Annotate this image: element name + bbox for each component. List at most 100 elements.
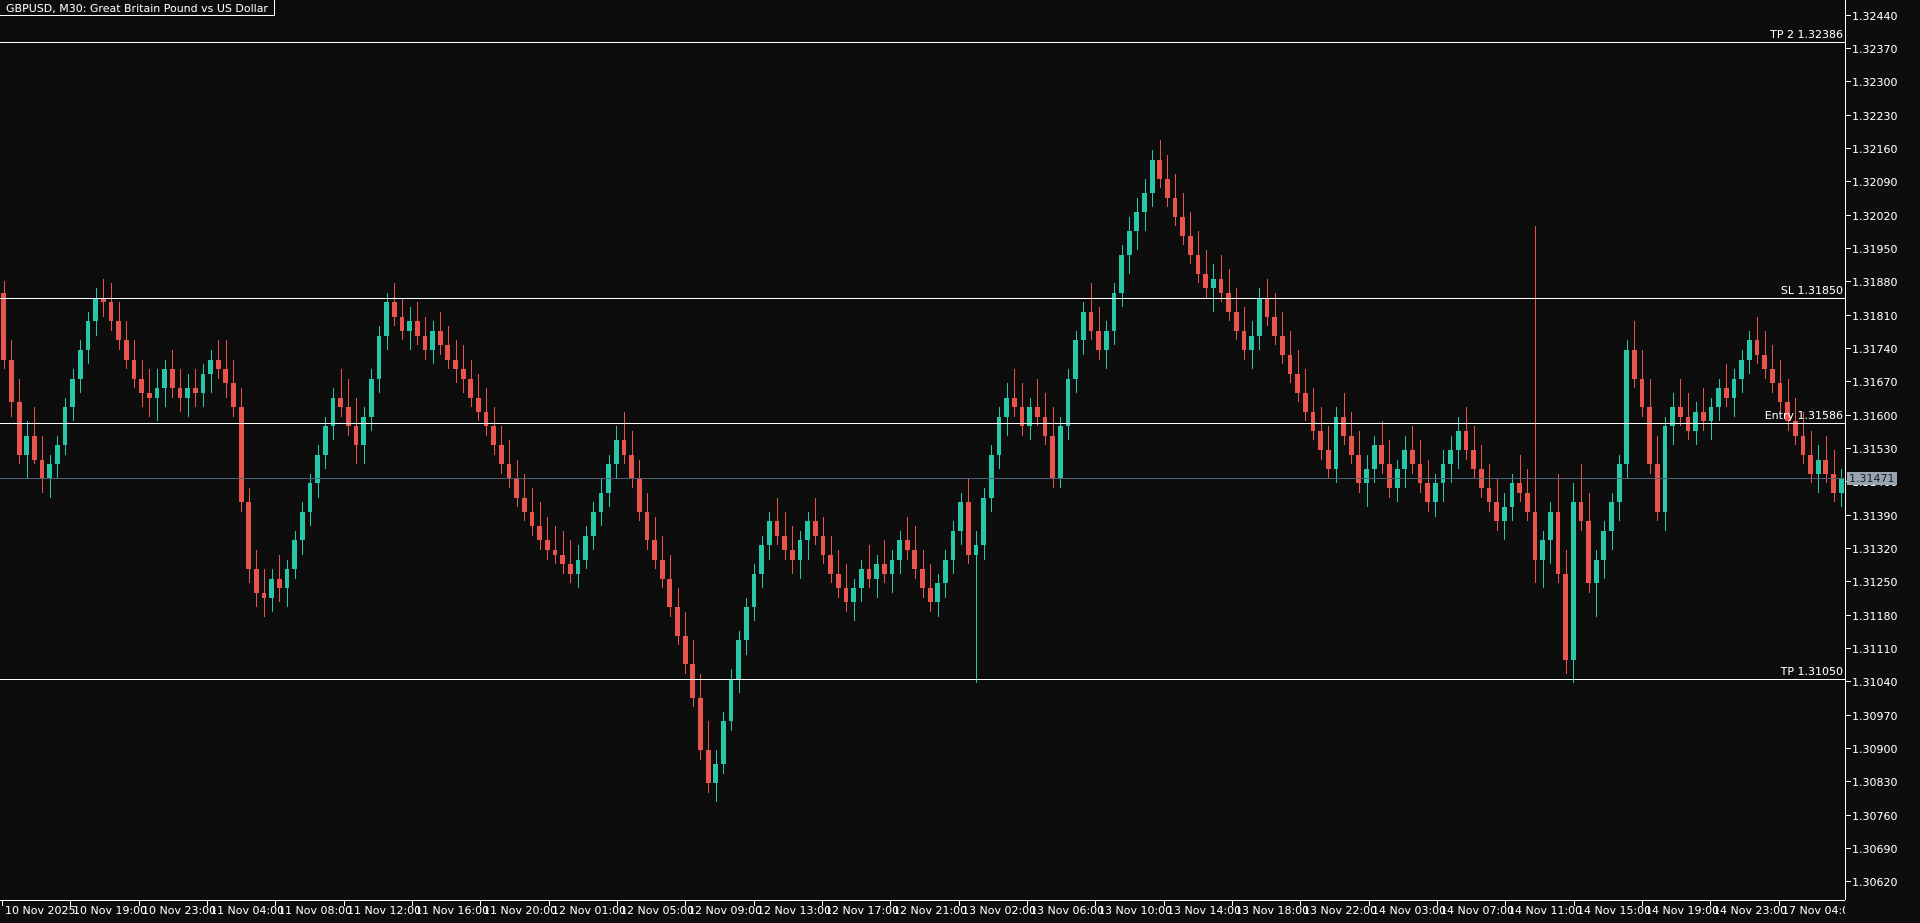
candle-bullish — [858, 569, 864, 589]
candle-bearish — [1678, 407, 1683, 417]
candle-bearish — [169, 369, 175, 389]
price-axis[interactable]: 1.32440 1.32370 1.32300 1.32230 1.32160 1.320… — [1845, 0, 1920, 900]
candle-bearish — [705, 750, 711, 784]
candle-bullish — [62, 407, 68, 446]
candle-bullish — [1593, 559, 1599, 584]
time-tick-mark — [344, 900, 345, 906]
candle-bearish — [1463, 430, 1469, 450]
candle-bearish — [659, 559, 665, 579]
time-tick-mark — [1437, 900, 1438, 906]
candle-bullish — [897, 540, 902, 560]
candle-bearish — [345, 407, 351, 427]
candle-bearish — [1341, 416, 1346, 436]
price-tick: 1.31530 — [1846, 444, 1898, 456]
candle-bullish — [1609, 502, 1614, 531]
candle-bearish — [682, 635, 688, 665]
price-tick-label: 1.30690 — [1852, 843, 1898, 856]
price-tick: 1.31250 — [1846, 577, 1898, 589]
candle-bearish — [1532, 511, 1538, 560]
time-tick-mark — [822, 900, 823, 906]
time-tick: 14 Nov 07:00 — [1437, 900, 1514, 918]
price-tick: 1.30970 — [1846, 710, 1898, 723]
candle-bearish — [1, 292, 7, 360]
candle-wick — [463, 345, 464, 393]
price-tick: 1.32230 — [1846, 110, 1898, 123]
candle-bearish — [353, 426, 359, 446]
candle-bullish — [751, 573, 757, 608]
candle-bearish — [514, 478, 520, 498]
time-tick-label: 11 Nov 20:00 — [483, 904, 558, 917]
price-tick-label: 1.32090 — [1852, 176, 1898, 190]
candle-wick — [1535, 226, 1536, 584]
candle-bearish — [621, 440, 627, 455]
candle-wick — [869, 545, 870, 589]
chart-plot-area[interactable]: TP 2 1.32386 SL 1.31850 Entry 1.31586 TP 1.… — [0, 0, 1845, 900]
candle-bearish — [667, 578, 673, 608]
time-axis[interactable]: 10 Nov 2025 10 Nov 19:00 10 Nov 23:00 11 No… — [0, 900, 1856, 923]
price-tick: 1.31180 — [1846, 610, 1898, 623]
candle-bearish — [552, 550, 558, 555]
price-tick-dash — [1846, 448, 1851, 449]
candle-bearish — [223, 369, 229, 384]
candle-wick — [815, 497, 816, 546]
candle-bearish — [246, 502, 252, 570]
level-line-take-profit-1[interactable] — [0, 678, 1845, 680]
price-tick-dash — [1846, 348, 1851, 349]
time-tick-label: 10 Nov 23:00 — [142, 904, 217, 917]
candle-bearish — [1157, 159, 1163, 179]
time-tick: 11 Nov 04:00 — [207, 900, 285, 918]
price-tick: 1.31320 — [1846, 544, 1898, 556]
price-tick: 1.32090 — [1846, 177, 1898, 189]
candle-bullish — [55, 445, 60, 465]
time-tick-mark — [549, 900, 550, 906]
candle-bullish — [575, 559, 581, 574]
candle-bearish — [1348, 435, 1354, 455]
candle-bearish — [16, 402, 22, 455]
time-tick-label: 11 Nov 04:00 — [210, 904, 285, 917]
candle-bearish — [1517, 483, 1522, 493]
price-tick-dash — [1846, 748, 1851, 749]
candle-bullish — [1364, 469, 1369, 484]
candle-bearish — [422, 335, 428, 350]
price-tick-label: 1.31810 — [1852, 309, 1898, 323]
candle-wick — [226, 340, 227, 398]
candle-bullish — [185, 388, 190, 398]
candle-bullish — [1073, 340, 1078, 379]
candle-bearish — [1180, 216, 1186, 236]
candle-bullish — [943, 559, 948, 584]
level-line-stop-loss[interactable] — [0, 297, 1845, 299]
candle-bullish — [1746, 340, 1752, 360]
candle-bullish — [1448, 450, 1454, 465]
time-tick: 13 Nov 22:00 — [1300, 900, 1377, 918]
price-tick-dash — [1846, 648, 1851, 649]
price-tick-dash — [1846, 381, 1851, 383]
candle-bearish — [1287, 354, 1293, 374]
candle-bearish — [1639, 378, 1645, 408]
candle-bearish — [567, 564, 573, 574]
level-line-entry[interactable] — [0, 423, 1845, 425]
time-tick-mark — [890, 900, 891, 906]
price-tick: 1.30830 — [1846, 777, 1898, 789]
price-tick-dash — [1846, 114, 1851, 116]
price-tick-label: 1.32160 — [1852, 143, 1898, 156]
level-line-take-profit-2[interactable] — [0, 42, 1845, 44]
candle-bullish — [1693, 411, 1699, 431]
candle-bearish — [1831, 473, 1836, 493]
candle-bullish — [315, 454, 321, 484]
candle-wick — [341, 369, 342, 417]
candle-bearish — [644, 511, 650, 541]
time-tick-mark — [480, 900, 481, 906]
candle-bearish — [1234, 311, 1239, 331]
price-tick-label: 1.30900 — [1852, 743, 1898, 756]
candle-bearish — [675, 607, 680, 636]
price-tick: 1.32020 — [1846, 210, 1898, 223]
price-tick: 1.31670 — [1846, 377, 1898, 389]
candle-bullish — [583, 535, 588, 560]
candle-bearish — [39, 459, 45, 479]
candle-bullish — [1111, 292, 1117, 331]
price-tick: 1.31040 — [1846, 677, 1898, 689]
candle-bearish — [1769, 369, 1775, 384]
candle-bearish — [1318, 430, 1323, 450]
time-tick-mark — [1232, 900, 1233, 906]
candle-bearish — [1011, 397, 1017, 408]
